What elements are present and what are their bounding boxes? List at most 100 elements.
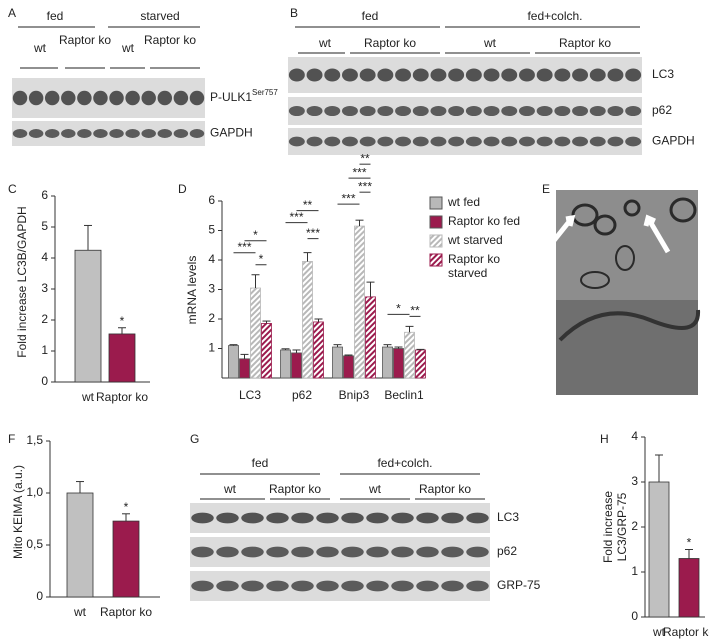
- y-tick-label: 2: [208, 311, 215, 325]
- row-label-text: p62: [652, 103, 672, 117]
- blot-band: [341, 105, 358, 117]
- x-tick-label: wt: [73, 605, 87, 619]
- blot-band: [341, 580, 364, 592]
- subgroup-label: Raptor ko: [58, 33, 112, 47]
- blot-band: [341, 68, 358, 82]
- panel-letter: H: [600, 432, 609, 446]
- x-tick-label: Beclin1: [384, 388, 424, 402]
- blot-band: [518, 68, 535, 82]
- significance: **: [360, 151, 370, 165]
- blot-band: [536, 136, 553, 147]
- blot-band: [141, 90, 156, 106]
- blot-band: [241, 580, 264, 592]
- legend-swatch: [429, 215, 443, 229]
- bar: [365, 296, 376, 379]
- blot-band: [395, 136, 412, 147]
- blot-band: [359, 136, 376, 147]
- row-label-text: P-ULK1: [210, 90, 252, 104]
- blot-band: [572, 105, 589, 117]
- blot-band: [77, 90, 92, 106]
- group-label: fed: [251, 456, 269, 470]
- blot-band: [216, 546, 239, 558]
- blot-band: [125, 90, 140, 106]
- subgroup-label: Raptor ko: [418, 482, 472, 496]
- blot-band: [518, 105, 535, 117]
- blot-band: [589, 68, 606, 82]
- blot-band: [483, 136, 500, 147]
- blot-band: [518, 136, 535, 147]
- bar: [261, 323, 272, 379]
- blot-band: [266, 546, 289, 558]
- blot-band: [483, 105, 500, 117]
- blot-band: [441, 512, 464, 524]
- blot-band: [377, 136, 394, 147]
- y-tick-label: 3: [41, 281, 48, 295]
- row-label: p62: [497, 544, 517, 558]
- blot-band: [366, 580, 389, 592]
- blot-band: [44, 90, 60, 106]
- blot-band: [28, 90, 44, 106]
- blot-band: [173, 90, 189, 106]
- blot-band: [288, 68, 305, 82]
- blot-band: [412, 68, 429, 82]
- x-tick-label: p62: [292, 388, 312, 402]
- y-tick-label: 0: [36, 589, 43, 603]
- row-label-text: GRP-75: [497, 578, 541, 592]
- blot-band: [316, 512, 339, 524]
- group-label: fed: [46, 9, 64, 23]
- blot-band: [625, 136, 642, 147]
- blot-strip: [288, 128, 642, 155]
- blot-band: [316, 580, 339, 592]
- panel-letter: B: [290, 6, 298, 20]
- bar: [354, 225, 365, 379]
- blot-band: [191, 546, 214, 558]
- legend-label: wt starved: [448, 233, 503, 247]
- bar: [280, 349, 291, 379]
- blot-band: [377, 68, 394, 82]
- row-label: p62: [652, 103, 672, 117]
- y-tick-label: 4: [208, 252, 215, 266]
- row-label-superscript: Ser757: [252, 88, 278, 97]
- blot-band: [465, 68, 482, 82]
- blot-band: [173, 129, 189, 138]
- blot-band: [125, 129, 140, 138]
- row-label-text: LC3: [497, 510, 519, 524]
- blot-band: [141, 129, 156, 138]
- y-axis-label: Fold increase LC3B/GAPDH: [15, 206, 29, 358]
- blot-band: [483, 68, 500, 82]
- em-image: [546, 190, 701, 395]
- bar: [332, 346, 343, 379]
- blot-band: [291, 546, 314, 558]
- bar: [648, 481, 670, 618]
- significance: ***: [358, 179, 372, 193]
- blot-band: [589, 105, 606, 117]
- blot-band: [430, 68, 447, 82]
- bar: [343, 355, 354, 379]
- legend-label: Raptor ko fed: [448, 214, 521, 228]
- blot-band: [44, 129, 60, 138]
- significance: **: [303, 198, 313, 212]
- blot-strip: [288, 57, 642, 93]
- blot-strip: [190, 537, 490, 567]
- subgroup-label: Raptor ko: [363, 36, 417, 50]
- subgroup-label: Raptor ko: [143, 33, 197, 47]
- x-tick-label: wt: [652, 625, 666, 639]
- blot-band: [324, 68, 341, 82]
- blot-band: [466, 512, 489, 524]
- blot-band: [465, 105, 482, 117]
- blot-band: [391, 546, 414, 558]
- blot-band: [466, 546, 489, 558]
- blot-band: [366, 512, 389, 524]
- subgroup-label: Raptor ko: [268, 482, 322, 496]
- blot-band: [241, 546, 264, 558]
- legend-label: wt fed: [448, 195, 481, 209]
- x-tick-label: Raptor ko: [100, 605, 152, 619]
- blot-band: [625, 105, 642, 117]
- blot-band: [625, 68, 642, 82]
- bar: [404, 331, 415, 379]
- legend-swatch: [429, 253, 443, 267]
- blot-band: [341, 512, 364, 524]
- significance: *: [259, 252, 264, 266]
